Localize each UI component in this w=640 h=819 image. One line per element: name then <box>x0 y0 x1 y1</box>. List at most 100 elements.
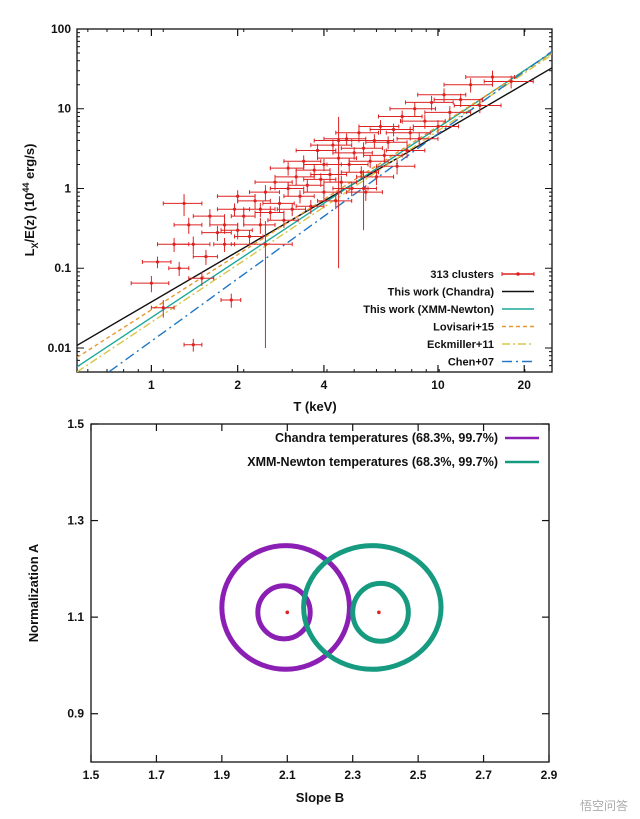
bottom-legend: Chandra temperatures (68.3%, 99.7%) XMM-N… <box>247 431 539 469</box>
point-marker <box>382 153 386 158</box>
point-marker <box>294 175 298 179</box>
point-marker <box>277 201 282 206</box>
point-marker <box>378 124 383 129</box>
data-point <box>192 249 218 265</box>
data-point <box>150 299 175 318</box>
data-point <box>310 139 353 152</box>
top-y-axis-label: LX/E(z) (1044 erg/s) <box>21 144 40 257</box>
point-marker <box>374 175 379 179</box>
data-point <box>323 133 367 146</box>
top-y-tick-label: 0.01 <box>48 341 72 355</box>
confidence-contour <box>350 580 411 644</box>
point-marker <box>302 159 306 163</box>
point-marker <box>395 164 399 168</box>
point-marker <box>319 177 323 182</box>
relation-line <box>107 50 552 372</box>
data-point <box>283 155 322 169</box>
top-x-tick-label: 4 <box>321 378 328 392</box>
data-point <box>375 159 416 175</box>
data-point <box>269 161 305 176</box>
data-point <box>346 185 383 201</box>
point-marker <box>391 127 396 132</box>
point-marker <box>442 93 446 97</box>
data-point <box>213 237 236 252</box>
point-marker <box>282 218 286 222</box>
point-marker <box>368 159 372 163</box>
point-marker <box>405 148 409 153</box>
data-point <box>356 170 395 186</box>
legend-label: Lovisari+15 <box>433 322 494 334</box>
point-marker <box>229 298 233 302</box>
data-point <box>303 185 342 201</box>
point-marker <box>182 201 186 206</box>
bottom-x-tick-label: 2.1 <box>279 768 296 782</box>
point-marker <box>191 343 195 347</box>
data-point <box>287 179 325 193</box>
confidence-contour <box>219 543 352 672</box>
data-point <box>313 116 360 269</box>
data-point <box>340 142 383 156</box>
data-point <box>465 70 516 85</box>
point-marker <box>149 281 154 285</box>
best-fit-point <box>285 610 290 615</box>
point-marker <box>372 138 376 143</box>
bottom-plot-frame <box>90 423 550 763</box>
top-x-ticks: 1 2 4 10 20 <box>87 29 532 392</box>
point-marker <box>459 98 463 102</box>
legend-label: XMM-Newton temperatures (68.3%, 99.7%) <box>247 455 498 469</box>
point-marker <box>386 140 390 144</box>
point-marker <box>361 146 366 150</box>
relation-line <box>77 54 552 372</box>
data-point <box>267 213 299 228</box>
point-marker <box>258 223 262 227</box>
data-point <box>243 202 276 217</box>
point-marker <box>290 207 294 211</box>
data-point <box>274 170 315 186</box>
data-point <box>162 194 203 217</box>
legend-label: Chen+07 <box>448 357 494 369</box>
data-point <box>417 88 467 103</box>
point-marker <box>253 199 257 203</box>
point-marker <box>312 168 316 172</box>
bottom-y-tick-label: 1.1 <box>67 610 84 624</box>
point-marker <box>309 204 313 208</box>
data-point <box>243 217 276 234</box>
point-marker <box>352 151 356 155</box>
point-marker <box>331 143 335 147</box>
data-point <box>385 126 431 141</box>
point-marker <box>232 207 237 211</box>
data-point <box>365 136 408 150</box>
bottom-x-tick-label: 2.9 <box>541 768 558 782</box>
point-marker <box>247 234 252 239</box>
point-marker <box>286 186 290 191</box>
point-marker <box>448 110 452 114</box>
point-marker <box>357 131 361 135</box>
bottom-y-ticks: 0.9 1.1 1.3 1.5 <box>67 417 549 721</box>
point-marker <box>322 162 326 167</box>
data-point <box>323 175 358 191</box>
point-marker <box>334 199 338 203</box>
point-marker <box>345 137 349 141</box>
point-marker <box>509 79 513 84</box>
point-marker <box>258 207 262 211</box>
data-point <box>453 99 502 114</box>
point-marker <box>204 254 208 259</box>
data-point <box>340 166 379 180</box>
top-x-tick-label: 1 <box>148 378 155 392</box>
data-point <box>424 106 472 121</box>
bottom-x-tick-label: 2.7 <box>475 768 492 782</box>
data-point <box>412 120 460 135</box>
data-point <box>173 217 203 234</box>
point-marker <box>347 162 351 167</box>
data-point <box>220 293 242 308</box>
point-marker <box>236 194 240 198</box>
top-x-tick-label: 2 <box>234 378 241 392</box>
point-marker <box>429 100 434 105</box>
data-point <box>188 271 215 286</box>
data-point <box>335 127 379 140</box>
bottom-y-tick-label: 1.3 <box>67 514 84 528</box>
point-marker <box>417 137 421 141</box>
top-x-tick-label: 20 <box>518 378 532 392</box>
legend-label: Eckmiller+11 <box>427 339 494 351</box>
bottom-x-tick-label: 1.5 <box>83 768 100 782</box>
